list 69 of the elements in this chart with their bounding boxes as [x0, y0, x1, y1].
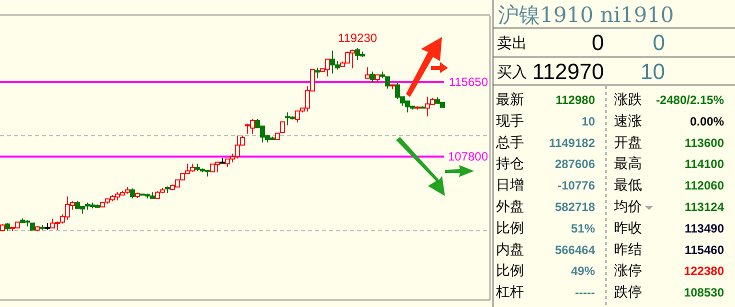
text: 日增	[496, 176, 524, 193]
y-tick-label: 107800	[448, 150, 488, 164]
candlestick	[415, 106, 420, 110]
text: 112980	[556, 93, 596, 107]
text: 287606	[554, 157, 596, 172]
text: 最低	[614, 176, 642, 193]
text: 涨停	[614, 262, 642, 278]
text: 外盘	[496, 198, 524, 214]
text: 112970	[532, 59, 604, 84]
candlestick	[5, 222, 10, 232]
candlestick	[0, 224, 5, 232]
candlestick	[30, 222, 35, 231]
text: 10	[640, 59, 665, 84]
text: 总手	[495, 134, 524, 150]
candlestick	[135, 192, 140, 198]
candlestick	[275, 132, 280, 140]
text: 杠杆	[495, 284, 524, 300]
text: -2480/2.15%	[656, 93, 724, 107]
text: 122380	[684, 264, 724, 278]
text: 均价	[613, 198, 642, 214]
text: 速涨	[614, 112, 642, 128]
text: -10776	[558, 178, 596, 193]
text: 10	[582, 114, 596, 128]
text: 49%	[570, 264, 596, 278]
text: 开盘	[614, 134, 642, 150]
y-tick-label: 115650	[448, 75, 488, 90]
text: 112060	[684, 178, 724, 193]
text: 卖出	[497, 35, 527, 52]
text: 比例	[496, 262, 524, 278]
text: 113124	[684, 200, 724, 214]
text: -----	[575, 286, 595, 300]
text: 跌停	[614, 284, 642, 300]
text: 最高	[614, 155, 642, 172]
annotation: 119230	[338, 31, 378, 46]
candlestick	[280, 120, 285, 134]
text: 51%	[570, 221, 596, 236]
text: 114100	[684, 157, 724, 172]
text: 沪镍1910 ni1910	[498, 3, 674, 27]
candlestick	[45, 222, 50, 230]
text: 113600	[684, 136, 724, 150]
candlestick	[35, 225, 40, 232]
candlestick	[130, 188, 135, 199]
candlestick	[370, 71, 375, 84]
text: 最新	[496, 91, 524, 107]
text: 113490	[684, 221, 724, 236]
candlestick	[390, 84, 395, 90]
text: 持仓	[496, 155, 524, 172]
text: 0	[652, 30, 665, 55]
text: 1149182	[548, 136, 596, 150]
candlestick	[315, 67, 320, 79]
candlestick	[375, 74, 380, 82]
text: 115460	[684, 242, 724, 257]
candlestick	[165, 186, 170, 194]
text: 内盘	[496, 240, 524, 257]
text: 0	[592, 30, 604, 55]
candlestick	[365, 66, 370, 79]
text: 582718	[554, 200, 596, 214]
text: 涨跌	[614, 91, 642, 107]
candlestick	[420, 106, 425, 109]
text: 昨收	[614, 219, 642, 236]
text: 0.00%	[690, 114, 724, 128]
text: 买入	[497, 64, 527, 81]
text: 昨结	[614, 240, 642, 257]
candlestick	[40, 224, 45, 230]
candlestick	[220, 158, 225, 164]
text: 108530	[684, 286, 724, 300]
text: 566464	[554, 242, 596, 257]
text: 比例	[496, 219, 524, 236]
text: 现手	[496, 112, 524, 128]
